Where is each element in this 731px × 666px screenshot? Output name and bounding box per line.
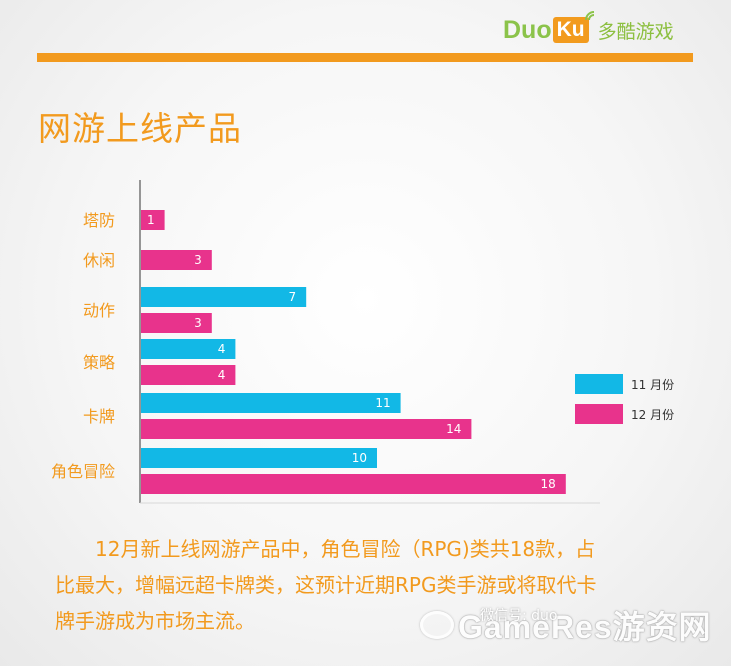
logo-chinese: 多酷游戏 — [597, 20, 674, 43]
bar-s1-1 — [141, 250, 212, 270]
bar-s1-3 — [141, 365, 236, 385]
watermark: GameRes游资网 — [420, 605, 712, 645]
bar-label-s1-1: 3 — [194, 253, 202, 267]
bar-s0-5 — [141, 448, 377, 468]
bar-s1-4 — [141, 419, 472, 439]
watermark-small-text: 微信号: duo — [480, 608, 558, 624]
bar-s1-5 — [141, 474, 566, 494]
bar-label-s0-4: 11 — [375, 396, 390, 410]
category-label-4: 卡牌 — [83, 407, 115, 426]
legend-swatch-1 — [575, 404, 623, 424]
wechat-icon — [420, 611, 454, 639]
logo-latin-main: Duo — [503, 15, 552, 44]
bar-s0-4 — [141, 393, 401, 413]
duoku-logo: Duo Ku 多酷游戏 — [503, 11, 674, 44]
logo-badge-text: Ku — [556, 18, 585, 41]
summary-line-1: 12月新上线网游产品中，角色冒险（RPG)类共18款，占 — [95, 537, 596, 561]
category-label-3: 策略 — [83, 353, 115, 372]
bar-s0-3 — [141, 339, 236, 359]
header-divider — [37, 53, 693, 62]
summary-line-3: 牌手游成为市场主流。 — [55, 609, 255, 633]
category-label-1: 休闲 — [83, 251, 115, 270]
bar-label-s1-2: 3 — [194, 316, 202, 330]
bar-label-s0-3: 4 — [218, 342, 226, 356]
bar-label-s1-0: 1 — [147, 213, 155, 227]
bar-label-s1-4: 14 — [446, 422, 461, 436]
bar-label-s0-5: 10 — [352, 451, 367, 465]
logo-latin-badge: Ku — [552, 11, 594, 43]
bar-label-s0-2: 7 — [289, 290, 297, 304]
bar-label-s1-5: 18 — [541, 477, 556, 491]
legend-label-1: 12 月份 — [631, 408, 674, 422]
watermark-text: GameRes游资网 — [458, 609, 712, 645]
legend-label-0: 11 月份 — [631, 378, 674, 392]
category-label-5: 角色冒险 — [51, 462, 115, 481]
summary-line-2: 比最大，增幅远超卡牌类，这预计近期RPG类手游或将取代卡 — [55, 573, 597, 597]
legend-swatch-0 — [575, 374, 623, 394]
bar-label-s1-3: 4 — [218, 368, 226, 382]
signal-wave-icon — [584, 11, 594, 21]
bar-s1-2 — [141, 313, 212, 333]
bar-s1-0 — [141, 210, 165, 230]
category-label-2: 动作 — [83, 301, 115, 320]
bar-s0-2 — [141, 287, 307, 307]
page-title: 网游上线产品 — [38, 109, 242, 148]
category-label-0: 塔防 — [83, 211, 115, 230]
summary-paragraph: 12月新上线网游产品中，角色冒险（RPG)类共18款，占 比最大，增幅远超卡牌类… — [55, 531, 680, 639]
